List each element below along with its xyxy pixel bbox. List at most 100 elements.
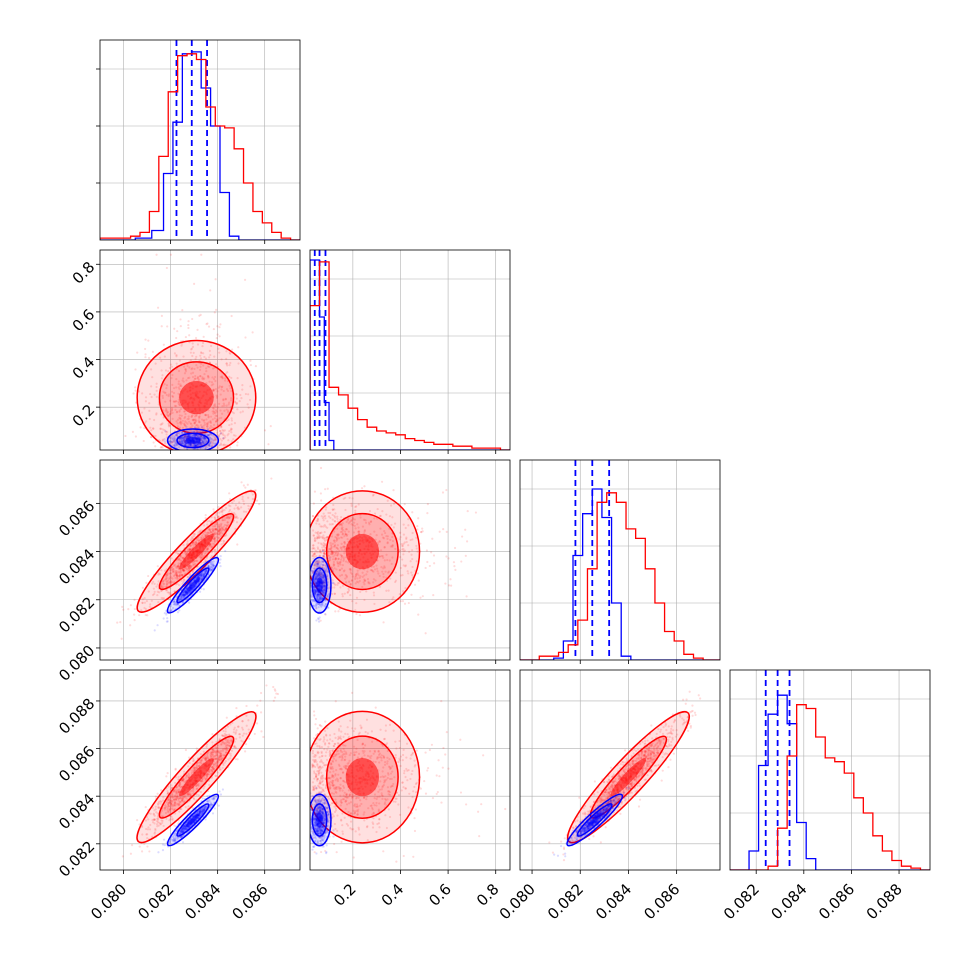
scatter-point [400,600,402,602]
panel-content [305,467,477,634]
scatter-point [132,431,134,433]
scatter-point [267,443,269,445]
scatter-point [144,348,146,350]
scatter-point [324,613,326,615]
scatter-point [157,565,159,567]
scatter-point [122,855,124,857]
scatter-point [185,336,187,338]
panel-frame [100,40,300,240]
scatter-point [198,453,200,455]
scatter-point [200,254,202,256]
scatter-point [417,572,419,574]
scatter-point [185,451,187,453]
scatter-point [243,484,245,486]
scatter-point [155,796,157,798]
scatter-point [138,614,140,616]
scatter-point [461,535,463,537]
scatter-point [447,557,449,559]
scatter-point [175,337,177,339]
histogram-blue [520,489,720,660]
scatter-point [187,320,189,322]
scatter-point [427,503,429,505]
scatter-point [144,339,146,341]
y-tick-label: 0.086 [55,497,98,540]
scatter-point [219,558,221,560]
scatter-point [402,600,404,602]
scatter-point [256,722,258,724]
scatter-point [444,582,446,584]
scatter-point [163,344,165,346]
scatter-point [270,477,272,479]
scatter-point [331,570,333,572]
scatter-point [148,357,150,359]
scatter-point [222,437,224,439]
scatter-point [264,429,266,431]
scatter-point [215,278,217,280]
scatter-point [215,309,217,311]
scatter-point [224,550,226,552]
scatter-point [454,547,456,549]
scatter-point [122,609,124,611]
scatter-point [218,326,220,328]
scatter-point [134,619,136,621]
scatter-point [326,557,328,559]
scatter-point [211,733,213,735]
scatter-point [116,622,118,624]
scatter-point [136,819,138,821]
scatter-point [134,608,136,610]
y-tick-label: 0.080 [55,642,98,685]
scatter-point [237,441,239,443]
scatter-point [450,585,452,587]
scatter-point [453,565,455,567]
panel-content [124,254,271,456]
scatter-point [121,606,123,608]
scatter-point [417,517,419,519]
scatter-point [426,561,428,563]
scatter-point [329,557,331,559]
scatter-point [218,435,220,437]
scatter-point [231,348,233,350]
scatter-point [236,543,238,545]
scatter-point [173,825,175,827]
scatter-point [130,604,132,606]
panel-2-1 [305,460,510,664]
scatter-point [270,425,272,427]
scatter-point [162,446,164,448]
scatter-point [216,333,218,335]
scatter-point [274,696,276,698]
scatter-point [182,581,184,583]
scatter-point [318,618,320,620]
scatter-point [134,386,136,388]
scatter-point [320,492,322,494]
scatter-point [194,426,196,428]
scatter-point [420,531,422,533]
scatter-point [167,772,169,774]
scatter-point [163,438,165,440]
scatter-point [193,283,195,285]
scatter-point [170,254,172,256]
scatter-point [426,549,428,551]
scatter-point [244,336,246,338]
scatter-point [332,582,334,584]
scatter-point [147,340,149,342]
y-tick-label: 0.082 [55,593,98,636]
scatter-point [131,844,133,846]
scatter-point [426,512,428,514]
scatter-point [252,331,254,333]
scatter-point [422,595,424,597]
scatter-point [425,567,427,569]
scatter-point [237,346,239,348]
scatter-point [466,540,468,542]
scatter-point [217,506,219,508]
scatter-point [464,529,466,531]
scatter-point [216,337,218,339]
scatter-point [160,446,162,448]
scatter-point [154,445,156,447]
scatter-point [417,614,419,616]
scatter-point [231,315,233,317]
scatter-point [129,624,131,626]
scatter-point [467,510,469,512]
scatter-point [188,334,190,336]
scatter-point [133,599,135,601]
scatter-point [445,555,447,557]
